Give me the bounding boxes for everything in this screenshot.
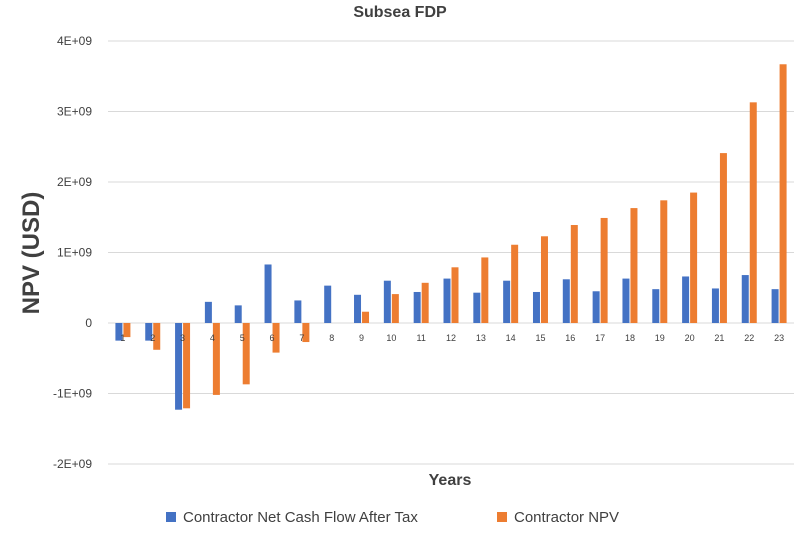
x-tick-label: 1 xyxy=(120,333,125,343)
bar-npv-3 xyxy=(183,323,191,409)
chart-title: Subsea FDP xyxy=(353,4,447,21)
y-tick-label: -1E+09 xyxy=(53,387,92,401)
bar-npv-16 xyxy=(570,225,578,323)
legend-swatch-net-cash-flow xyxy=(166,512,176,522)
y-tick-label: 3E+09 xyxy=(57,105,92,119)
x-tick-label: 5 xyxy=(240,333,245,343)
bar-net-cash-flow-12 xyxy=(443,278,451,323)
bar-net-cash-flow-15 xyxy=(532,291,540,323)
bar-net-cash-flow-16 xyxy=(562,279,570,323)
x-tick-label: 3 xyxy=(180,333,185,343)
x-tick-label: 6 xyxy=(270,333,275,343)
legend-label-npv: Contractor NPV xyxy=(514,509,619,526)
y-axis-ticks: 4E+09 3E+09 2E+09 1E+09 0 -1E+09 -2E+09 xyxy=(53,34,92,471)
bar-npv-22 xyxy=(749,102,757,324)
bar-npv-11 xyxy=(421,282,429,323)
y-tick-label: -2E+09 xyxy=(53,457,92,471)
bar-net-cash-flow-3 xyxy=(175,323,183,410)
bar-npv-18 xyxy=(630,208,638,323)
bar-net-cash-flow-2 xyxy=(145,323,153,341)
bar-net-cash-flow-4 xyxy=(204,301,212,323)
x-tick-label: 2 xyxy=(150,333,155,343)
x-tick-label: 9 xyxy=(359,333,364,343)
x-tick-label: 11 xyxy=(417,333,426,343)
y-axis-label: NPV (USD) xyxy=(18,192,45,315)
bar-npv-1 xyxy=(123,323,131,338)
bar-npv-17 xyxy=(600,217,608,323)
x-tick-label: 21 xyxy=(714,333,724,343)
bar-npv-7 xyxy=(302,323,310,343)
bar-net-cash-flow-17 xyxy=(592,291,600,323)
legend-label-net-cash-flow: Contractor Net Cash Flow After Tax xyxy=(183,509,418,526)
y-tick-label: 0 xyxy=(85,316,92,330)
bar-npv-4 xyxy=(212,323,220,395)
bar-npv-9 xyxy=(362,311,370,323)
bar-npv-6 xyxy=(272,323,280,353)
x-tick-label: 8 xyxy=(329,333,334,343)
x-tick-label: 10 xyxy=(386,333,396,343)
bar-net-cash-flow-8 xyxy=(324,285,332,323)
x-tick-label: 4 xyxy=(210,333,215,343)
y-tick-label: 1E+09 xyxy=(57,246,92,260)
y-tick-label: 4E+09 xyxy=(57,34,92,48)
bars xyxy=(115,64,787,410)
x-tick-label: 15 xyxy=(535,333,545,343)
x-tick-label: 23 xyxy=(774,333,784,343)
bar-net-cash-flow-5 xyxy=(234,305,242,323)
bar-net-cash-flow-7 xyxy=(294,300,302,323)
x-tick-label: 7 xyxy=(299,333,304,343)
bar-npv-23 xyxy=(779,64,787,323)
bar-net-cash-flow-23 xyxy=(771,289,779,323)
bar-npv-20 xyxy=(690,192,698,323)
x-tick-label: 17 xyxy=(595,333,605,343)
bar-net-cash-flow-11 xyxy=(413,291,421,323)
y-tick-label: 2E+09 xyxy=(57,175,92,189)
x-tick-label: 13 xyxy=(476,333,486,343)
x-tick-label: 19 xyxy=(655,333,665,343)
bar-net-cash-flow-19 xyxy=(652,289,660,323)
bar-npv-2 xyxy=(153,323,161,350)
bar-net-cash-flow-13 xyxy=(473,292,481,323)
x-tick-label: 14 xyxy=(506,333,516,343)
bar-net-cash-flow-1 xyxy=(115,323,123,341)
bar-net-cash-flow-9 xyxy=(354,294,362,323)
gridlines xyxy=(108,40,794,465)
legend-swatch-npv xyxy=(497,512,507,522)
bar-net-cash-flow-18 xyxy=(622,278,630,323)
x-tick-label: 18 xyxy=(625,333,635,343)
bar-npv-13 xyxy=(481,257,489,323)
bar-net-cash-flow-21 xyxy=(711,288,719,323)
x-axis-categories: 1 2 3 4 5 6 7 8 9 10 11 12 13 14 15 16 17 18 19 20 21 22 23 xyxy=(120,333,784,343)
bar-net-cash-flow-10 xyxy=(383,280,391,323)
x-axis-label: Years xyxy=(429,472,472,489)
bar-net-cash-flow-6 xyxy=(264,264,272,323)
x-tick-label: 16 xyxy=(565,333,575,343)
bar-npv-10 xyxy=(391,294,399,323)
bar-net-cash-flow-20 xyxy=(682,276,690,323)
bar-npv-14 xyxy=(511,244,519,323)
x-tick-label: 20 xyxy=(685,333,695,343)
bar-npv-5 xyxy=(242,323,250,385)
x-tick-label: 12 xyxy=(446,333,456,343)
bar-npv-21 xyxy=(719,153,727,323)
bar-net-cash-flow-14 xyxy=(503,280,511,323)
x-tick-label: 22 xyxy=(744,333,754,343)
bar-npv-12 xyxy=(451,267,459,323)
bar-npv-19 xyxy=(660,200,668,323)
legend: Contractor Net Cash Flow After Tax Contr… xyxy=(166,509,619,526)
bar-net-cash-flow-22 xyxy=(741,275,749,323)
bar-npv-15 xyxy=(540,236,548,323)
